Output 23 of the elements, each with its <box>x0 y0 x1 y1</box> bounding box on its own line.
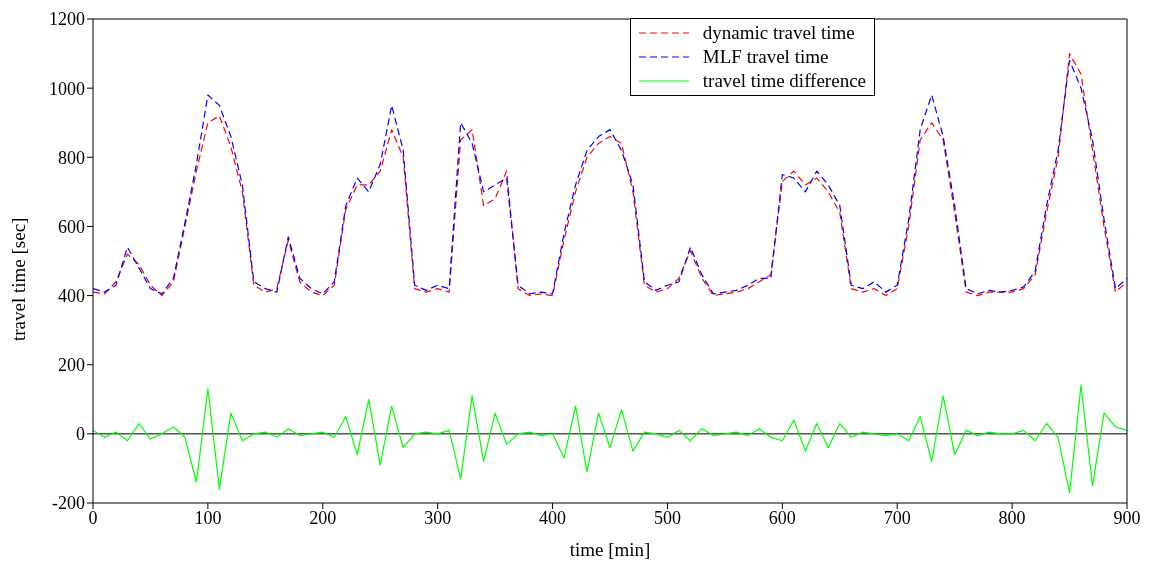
x-tick-label: 0 <box>88 507 98 528</box>
x-tick-label: 200 <box>309 507 337 528</box>
x-tick-label: 900 <box>1113 507 1141 528</box>
legend-label: travel time difference <box>702 69 866 93</box>
y-tick-label: 0 <box>76 424 85 445</box>
x-tick-label: 500 <box>653 507 681 528</box>
y-axis-title: travel time [sec] <box>7 217 29 341</box>
x-tick-label: 600 <box>768 507 796 528</box>
y-tick-label: 200 <box>58 355 85 376</box>
x-tick-label: 700 <box>883 507 911 528</box>
x-tick-label: 800 <box>998 507 1026 528</box>
x-tick-label: 400 <box>539 507 567 528</box>
y-tick-label: -200 <box>52 493 85 514</box>
y-tick-label: 1000 <box>49 78 85 99</box>
x-tick-label: 100 <box>194 507 222 528</box>
y-tick-label: 600 <box>58 216 85 237</box>
y-tick-label: 1200 <box>49 9 85 30</box>
x-tick-label: 300 <box>424 507 452 528</box>
y-tick-label: 800 <box>58 147 85 168</box>
y-tick-label: 400 <box>58 285 85 306</box>
legend-label: dynamic travel time <box>702 21 855 45</box>
x-axis-title: time [min] <box>569 539 651 560</box>
legend-label: MLF travel time <box>702 45 829 69</box>
